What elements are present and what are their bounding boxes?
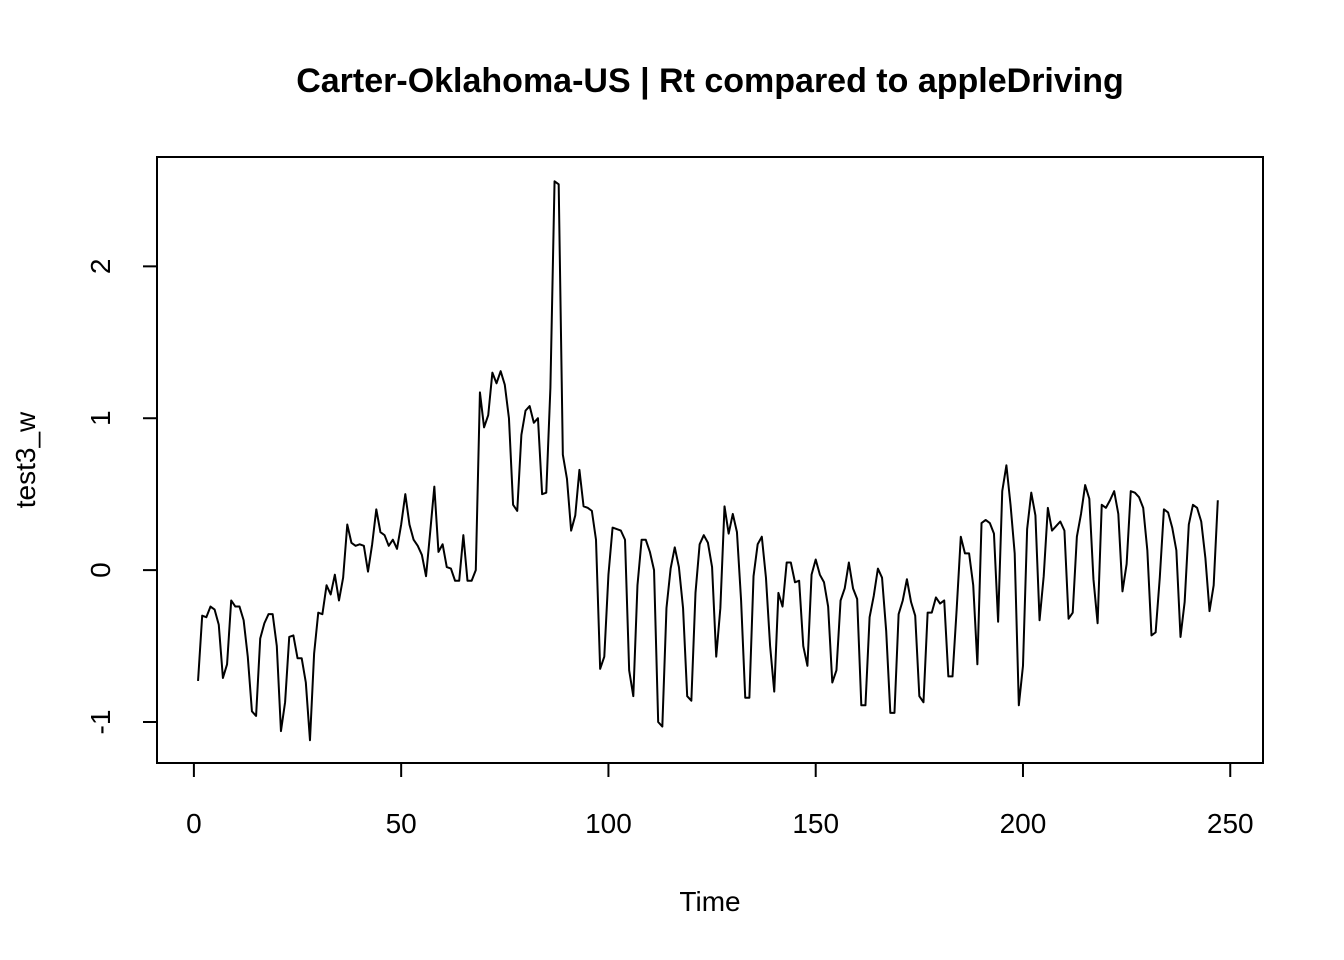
plot-frame: [156, 156, 1264, 764]
x-axis-label: Time: [679, 886, 740, 917]
chart-title: Carter-Oklahoma-US | Rt compared to appl…: [296, 62, 1124, 100]
y-tick-label: 2: [85, 259, 116, 275]
y-axis-label: test3_w: [10, 411, 41, 508]
y-tick-label: 1: [85, 410, 116, 426]
y-tick-label: 0: [85, 562, 116, 578]
y-axis: -1 0 1 2: [85, 259, 158, 735]
x-tick-label: 50: [386, 808, 417, 839]
series-line: [197, 180, 1219, 742]
y-tick-label: -1: [85, 710, 116, 735]
x-tick-label: 0: [186, 808, 202, 839]
x-tick-label: 200: [1000, 808, 1047, 839]
x-tick-label: 100: [585, 808, 632, 839]
x-axis: 0 50 100 150 200 250: [186, 762, 1254, 839]
x-tick-label: 250: [1207, 808, 1254, 839]
x-tick-label: 150: [792, 808, 839, 839]
